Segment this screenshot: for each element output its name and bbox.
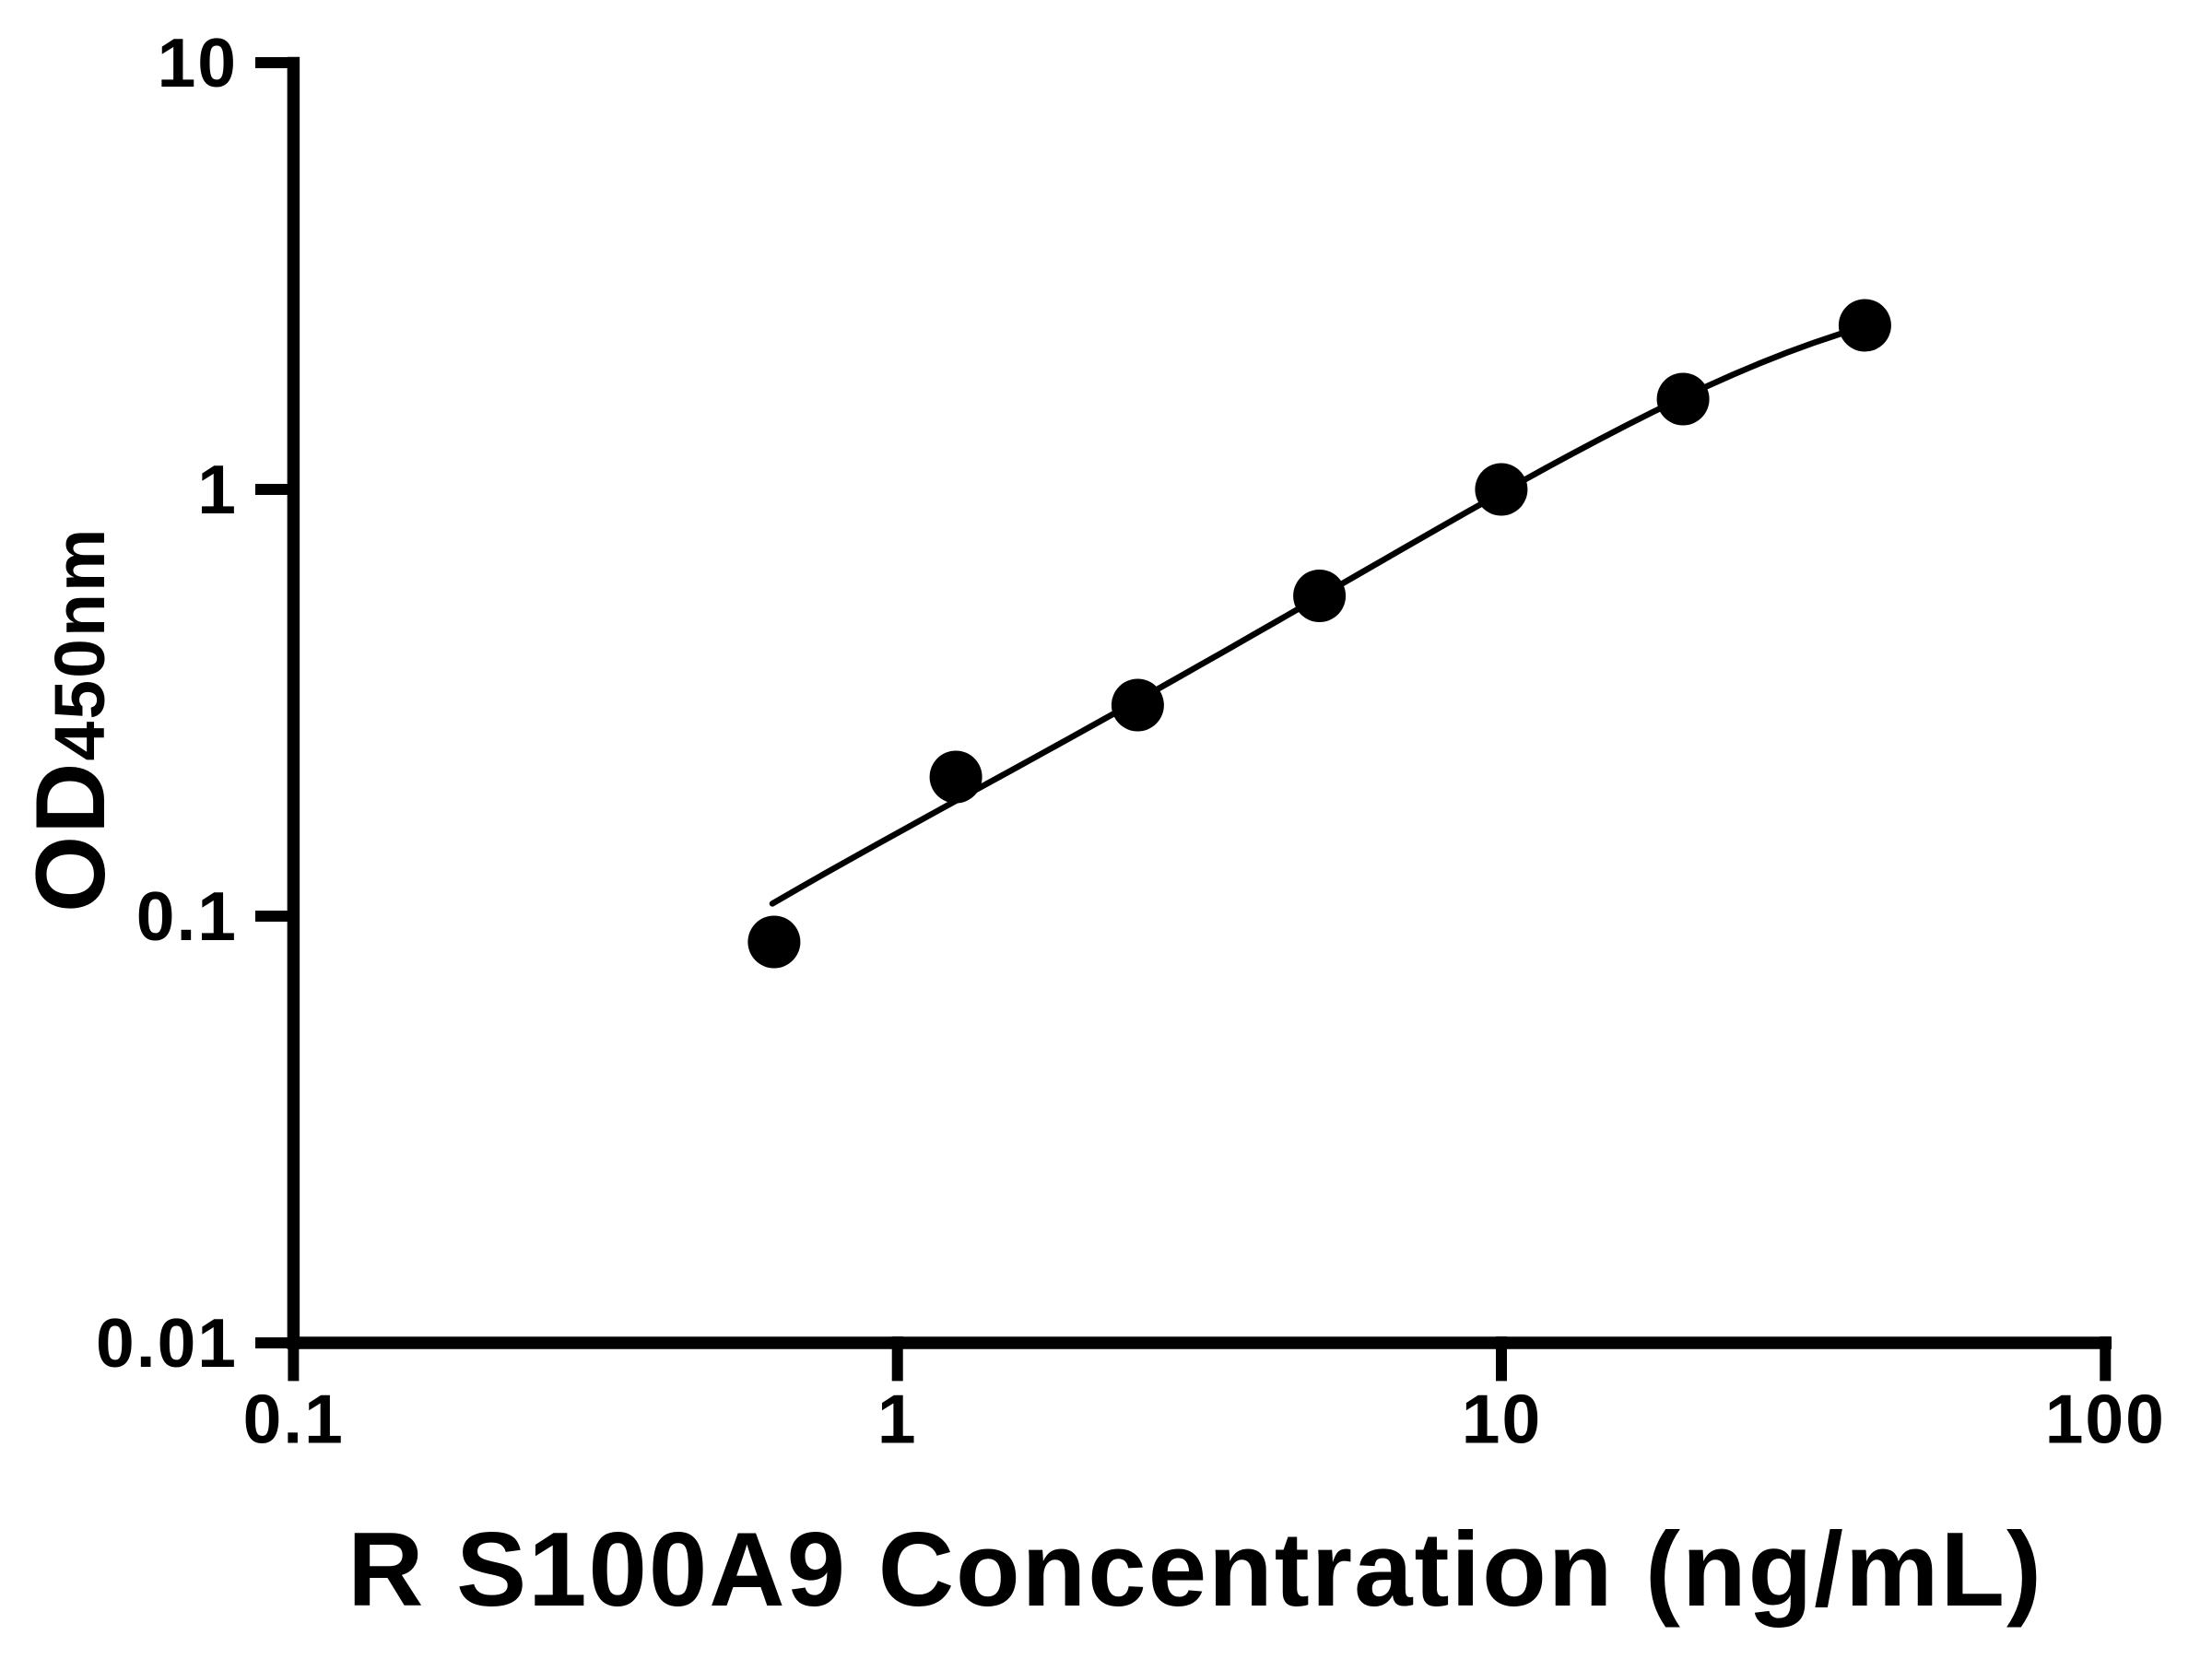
svg-text:100: 100 xyxy=(2045,1381,2166,1458)
svg-text:OD450nm: OD450nm xyxy=(15,527,125,912)
svg-text:0.1: 0.1 xyxy=(243,1381,345,1458)
svg-text:10: 10 xyxy=(158,24,238,101)
svg-text:0.1: 0.1 xyxy=(136,877,238,955)
svg-text:0.01: 0.01 xyxy=(96,1304,238,1382)
svg-text:1: 1 xyxy=(877,1381,918,1458)
svg-text:1: 1 xyxy=(197,451,238,528)
svg-text:R S100A9 Concentration (ng/mL): R S100A9 Concentration (ng/mL) xyxy=(347,1512,2043,1629)
svg-text:10: 10 xyxy=(1462,1381,1542,1458)
